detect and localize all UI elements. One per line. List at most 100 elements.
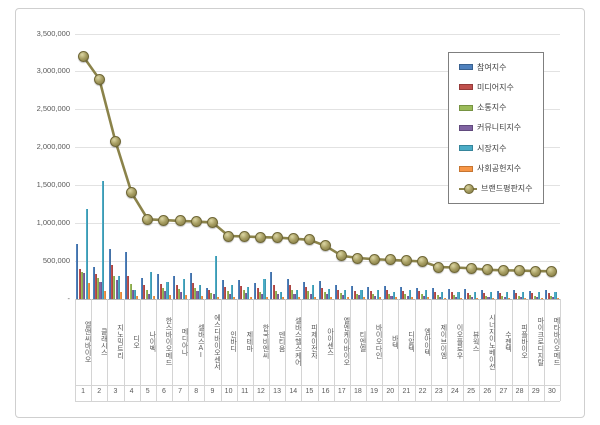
legend-line-marker-icon [459, 184, 477, 195]
bar-사회공헌지수-22 [427, 297, 430, 299]
category-rank-9: 9 [210, 388, 215, 395]
bar-소통지수-9 [210, 292, 213, 299]
bar-사회공헌지수-12 [265, 296, 268, 299]
category-name-12: 한국비엔씨 [261, 324, 269, 359]
bar-사회공헌지수-2 [104, 291, 107, 299]
category-rank-28: 28 [515, 388, 524, 395]
bar-미디어지수-1 [78, 269, 81, 299]
category-name-6: 한스바이오메드 [164, 317, 172, 366]
bar-참여지수-15 [302, 281, 305, 299]
category-separator [91, 299, 93, 401]
bar-참여지수-18 [351, 286, 354, 299]
bar-사회공헌지수-1 [87, 283, 90, 299]
bar-소통지수-21 [404, 294, 407, 299]
category-separator [543, 299, 545, 401]
bar-커뮤니티지수-4 [131, 289, 134, 299]
bar-참여지수-23 [432, 288, 435, 299]
bar-미디어지수-3 [111, 264, 114, 299]
bar-참여지수-25 [464, 289, 467, 299]
line-marker-28 [514, 265, 526, 277]
bar-커뮤니티지수-3 [115, 280, 118, 299]
bar-시장지수-25 [473, 292, 476, 299]
bar-시장지수-30 [554, 292, 557, 299]
bar-참여지수-2 [92, 267, 95, 299]
category-name-1: 엘앤씨바이오 [84, 320, 92, 363]
category-separator [204, 299, 206, 401]
legend-item-사회공헌지수: 사회공헌지수 [459, 163, 543, 174]
bar-시장지수-2 [101, 180, 104, 299]
legend-item-커뮤니티지수: 커뮤니티지수 [459, 122, 543, 133]
category-name-23: 제이브이엠 [439, 324, 447, 359]
line-marker-24 [449, 262, 461, 273]
bar-시장지수-9 [214, 255, 218, 299]
bar-미디어지수-26 [482, 292, 485, 299]
category-name-16: 아이센스 [326, 327, 334, 356]
bar-참여지수-6 [157, 273, 160, 299]
bar-소통지수-22 [420, 294, 423, 299]
bar-참여지수-4 [124, 251, 127, 299]
category-rank-8: 8 [194, 388, 199, 395]
line-marker-6 [158, 214, 170, 226]
legend-label: 참여지수 [477, 62, 507, 72]
bar-시장지수-17 [344, 289, 347, 299]
category-separator [252, 299, 254, 401]
category-separator [479, 299, 481, 401]
bar-커뮤니티지수-7 [180, 292, 183, 299]
bar-시장지수-18 [360, 289, 363, 299]
bar-사회공헌지수-25 [475, 297, 478, 299]
line-marker-2 [93, 73, 105, 85]
bar-커뮤니티지수-25 [471, 296, 474, 299]
legend-item-브랜드평판지수: 브랜드평판지수 [459, 183, 543, 195]
legend-label: 커뮤니티지수 [477, 123, 522, 133]
bar-사회공헌지수-18 [362, 297, 365, 299]
category-rank-30: 30 [548, 388, 556, 395]
bar-커뮤니티지수-26 [487, 296, 490, 299]
category-name-8: 셀바스AI [197, 324, 205, 359]
bar-시장지수-13 [279, 292, 282, 299]
line-marker-13 [271, 232, 283, 244]
bar-커뮤니티지수-2 [99, 281, 102, 299]
bar-참여지수-1 [76, 244, 79, 299]
line-marker-20 [384, 254, 396, 266]
bar-시장지수-10 [231, 285, 234, 299]
y-tick-label: 500,000 [42, 256, 70, 266]
category-name-26: 시너지이노베이션 [488, 313, 496, 370]
category-rank-24: 24 [451, 388, 459, 395]
bar-미디어지수-20 [385, 289, 388, 299]
category-name-24: 이오플로우 [455, 324, 463, 359]
bar-소통지수-27 [501, 295, 504, 299]
legend-label: 소통지수 [477, 103, 507, 113]
category-separator [317, 299, 319, 401]
category-rank-27: 27 [499, 388, 508, 395]
bar-커뮤니티지수-1 [83, 273, 86, 299]
category-separator [560, 299, 561, 401]
bar-시장지수-8 [198, 285, 201, 299]
y-tick-label: 3,500,000 [36, 28, 70, 38]
bar-참여지수-28 [512, 290, 515, 299]
bar-커뮤니티지수-29 [535, 297, 539, 299]
category-name-20: 바텍 [391, 334, 399, 349]
bar-참여지수-24 [448, 289, 451, 299]
category-rank-12: 12 [257, 388, 265, 395]
category-name-10: 인바디 [229, 331, 237, 352]
bar-미디어지수-2 [94, 273, 97, 299]
bar-사회공헌지수-21 [411, 297, 414, 299]
bar-소통지수-3 [113, 276, 116, 299]
category-separator [269, 299, 270, 401]
bar-소통지수-16 [323, 292, 326, 299]
bar-사회공헌지수-29 [540, 297, 543, 299]
category-separator [301, 299, 303, 401]
category-separator [463, 299, 464, 401]
bar-커뮤니티지수-21 [406, 295, 409, 299]
bar-시장지수-6 [166, 282, 169, 299]
x-axis-bottom-line [75, 401, 560, 402]
legend-label: 브랜드평판지수 [481, 184, 533, 194]
bar-참여지수-9 [205, 287, 208, 299]
bar-참여지수-16 [318, 280, 321, 299]
bar-미디어지수-4 [127, 276, 130, 299]
bar-커뮤니티지수-10 [228, 293, 231, 299]
legend: 참여지수 미디어지수 소통지수 커뮤니티지수 시장지수 사회공헌지수 브랜드평판지수 [448, 52, 544, 204]
bar-소통지수-10 [226, 290, 229, 299]
bar-사회공헌지수-30 [556, 297, 559, 299]
category-name-28: 피플바이오 [520, 324, 528, 359]
